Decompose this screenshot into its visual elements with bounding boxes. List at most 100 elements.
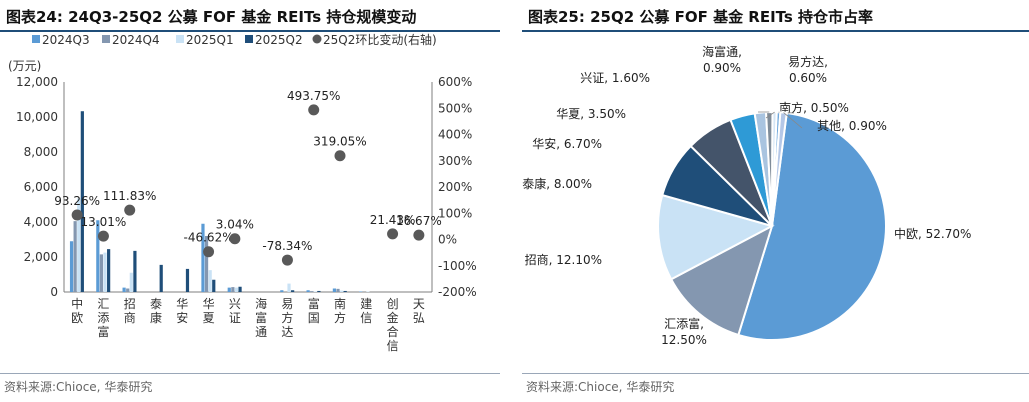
- x-category-label: 天弘: [413, 297, 425, 325]
- pie-slice-label: 汇添富, 12.50%: [661, 316, 707, 347]
- y2-tick-label: 100%: [438, 206, 472, 220]
- right-source-note: 资料来源:Chioce, 华泰研究: [526, 380, 675, 394]
- y2-tick-label: -200%: [438, 285, 477, 299]
- bar-2025Q2: [212, 279, 216, 292]
- x-category-label: 创金合信: [387, 297, 399, 353]
- bar-2024Q3: [227, 287, 231, 292]
- y-axis-unit-label: (万元): [8, 59, 41, 73]
- legend-label: 25Q2环比变动(右轴): [323, 32, 437, 47]
- y-tick-label: 12,000: [16, 75, 58, 89]
- change-point: [413, 229, 425, 241]
- bar-2024Q4: [99, 254, 104, 292]
- pie-slice-label: 其他, 0.90%: [817, 119, 887, 133]
- pie-leader-line: [765, 111, 775, 119]
- y2-tick-label: 200%: [438, 180, 472, 194]
- change-point: [71, 209, 83, 221]
- bar-2024Q3: [122, 287, 126, 292]
- pie-slice-label: 泰康, 8.00%: [522, 176, 592, 191]
- x-category-label: 招商: [124, 297, 136, 325]
- bar-2025Q2: [238, 286, 242, 292]
- y-tick-label: 6,000: [24, 180, 58, 194]
- change-data-label: 111.83%: [103, 189, 156, 203]
- legend-label: 2025Q1: [186, 33, 234, 47]
- change-data-label: 13.01%: [81, 215, 127, 229]
- bar-2025Q2: [133, 250, 137, 292]
- left-source-rule: [0, 373, 500, 374]
- pie-slice: [669, 223, 774, 337]
- bar-2024Q4: [73, 221, 77, 292]
- change-data-label: 3.04%: [216, 218, 254, 232]
- x-category-label: 中欧: [71, 296, 83, 325]
- change-point: [203, 246, 215, 258]
- y2-tick-label: 600%: [438, 75, 472, 89]
- right-chart-panel: 图表25: 25Q2 公募 FOF 基金 REITs 持仓市占率 中欧, 52.…: [522, 0, 1029, 402]
- legend-swatch-2025Q2: [245, 35, 253, 43]
- pie-slice-label: 易方达, 0.60%: [788, 54, 828, 85]
- change-point: [387, 228, 399, 240]
- bar-2025Q2: [317, 290, 321, 292]
- pie-slice-label: 兴证, 1.60%: [580, 71, 650, 85]
- pie-slice-label: 招商, 12.10%: [525, 252, 602, 267]
- left-title-rule: [0, 30, 500, 32]
- y2-tick-label: 300%: [438, 154, 472, 168]
- legend-label: 2024Q4: [112, 33, 160, 47]
- y-tick-label: 4,000: [24, 215, 58, 229]
- pie-slice: [657, 193, 775, 281]
- change-point: [334, 150, 346, 162]
- change-data-label: 319.05%: [313, 135, 366, 149]
- bar-2025Q1: [129, 272, 133, 292]
- bar-2025Q2: [159, 264, 163, 292]
- x-category-label: 华夏: [203, 297, 215, 325]
- bar-2024Q4: [231, 287, 235, 292]
- y2-tick-label: -100%: [438, 259, 477, 273]
- change-point: [281, 254, 293, 266]
- bar-2024Q3: [69, 241, 74, 292]
- pie-slice-label: 南方, 0.50%: [779, 100, 849, 115]
- pie-leader-line: [783, 112, 803, 129]
- pie-slice-label: 海富通, 0.90%: [702, 44, 742, 75]
- bar-2025Q2: [80, 111, 84, 292]
- change-point: [97, 230, 109, 242]
- x-category-label: 富国: [308, 296, 320, 325]
- bar-2024Q3: [280, 290, 284, 292]
- change-point: [124, 204, 136, 216]
- bar-2024Q4: [336, 288, 340, 292]
- y-tick-label: 0: [50, 285, 58, 299]
- y-tick-label: 10,000: [16, 110, 58, 124]
- bar-2025Q1: [103, 252, 107, 292]
- change-point: [308, 104, 320, 116]
- bar-2025Q2: [185, 268, 190, 292]
- pie-slice-label: 华夏, 3.50%: [556, 107, 626, 121]
- change-data-label: 21.43%: [370, 213, 416, 227]
- bar-line-chart: (万元) 0 2,000 4,000 6,000 8,000 10,000 12,000 -20…: [8, 32, 477, 353]
- x-category-label: 易方达: [281, 297, 293, 339]
- legend-swatch-2025Q1: [176, 35, 184, 43]
- right-title-rule: [522, 30, 1029, 32]
- x-category-label: 泰康: [150, 297, 162, 325]
- left-figure-title: 图表24: 24Q3-25Q2 公募 FOF 基金 REITs 持仓规模变动: [6, 8, 417, 26]
- bar-2024Q3: [332, 288, 336, 292]
- bar-2025Q1: [208, 270, 212, 292]
- bar-2024Q3: [201, 223, 205, 292]
- change-data-label: 16.67%: [396, 214, 442, 228]
- y2-tick-label: 0%: [438, 233, 457, 247]
- left-chart-panel: 图表24: 24Q3-25Q2 公募 FOF 基金 REITs 持仓规模变动 (…: [0, 0, 500, 402]
- x-category-label: 华安: [176, 297, 188, 325]
- bar-2025Q1: [287, 283, 291, 292]
- x-category-label: 兴证: [229, 297, 241, 325]
- bar-2024Q4: [204, 236, 209, 292]
- legend-label: 2024Q3: [42, 33, 90, 47]
- y-tick-label: 8,000: [24, 145, 58, 159]
- pie-slice-label: 中欧, 52.70%: [894, 226, 971, 241]
- x-category-label: 海富通: [255, 296, 267, 339]
- legend-swatch-2024Q3: [32, 35, 40, 43]
- x-category-label: 南方: [334, 296, 346, 325]
- left-source-note: 资料来源:Chioce, 华泰研究: [4, 380, 153, 394]
- pie-slice: [737, 111, 887, 341]
- bar-2025Q2: [107, 249, 111, 292]
- bar-2024Q4: [126, 288, 130, 292]
- x-category-label: 建信: [360, 297, 372, 325]
- change-data-label: -78.34%: [262, 239, 312, 253]
- pie-slice-label: 华安, 6.70%: [532, 136, 602, 151]
- legend-swatch-2024Q4: [102, 35, 110, 43]
